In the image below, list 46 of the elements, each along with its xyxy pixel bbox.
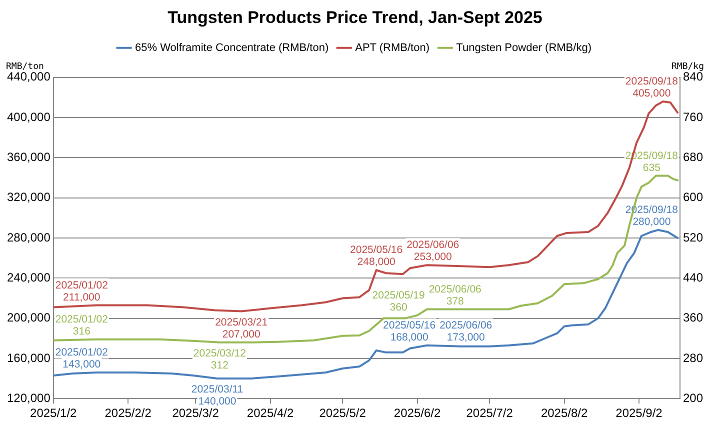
data-label: 2025/09/18 405,000 <box>625 75 678 100</box>
y2-tick-label: 440 <box>682 270 704 284</box>
x-tick-label: 2025/5/2 <box>319 406 366 420</box>
y2-tick-label: 760 <box>682 110 704 124</box>
y2-tick-label: 360 <box>682 310 704 325</box>
data-label: 2025/03/21 207,000 <box>215 316 268 340</box>
y2-tick-label: 600 <box>682 190 704 204</box>
x-tick-label: 2025/9/2 <box>616 406 663 420</box>
data-label: 2025/06/06 173,000 <box>440 319 492 344</box>
data-label: 2025/03/11 140,000 <box>191 384 244 408</box>
y-tick-label: 400,000 <box>6 110 51 124</box>
y2-tick-label: 280 <box>682 350 704 365</box>
data-label: 2025/05/19 360 <box>372 289 425 314</box>
y2-tick-label: 520 <box>682 230 704 244</box>
x-tick-label: 2025/4/2 <box>246 406 294 420</box>
y-tick-label: 160,000 <box>6 350 51 365</box>
y-tick-label: 120,000 <box>6 390 51 405</box>
y-tick-label: 360,000 <box>6 150 51 164</box>
x-tick-label: 2025/7/2 <box>466 406 514 420</box>
data-label: 2025/06/06 378 <box>428 283 482 308</box>
x-tick-label: 2025/8/2 <box>540 406 588 420</box>
data-label: 2025/05/16 168,000 <box>383 319 436 344</box>
y2-tick-label: 200 <box>682 390 704 405</box>
y2-axis-title: RMB/kg <box>671 62 704 72</box>
data-label: 2025/01/02 316 <box>55 313 108 338</box>
x-tick-label: 2025/3/2 <box>172 406 220 420</box>
x-tick-label: 2025/6/2 <box>394 406 441 420</box>
data-label: 2025/01/02 143,000 <box>55 346 108 371</box>
y-tick-label: 320,000 <box>6 190 51 204</box>
legend-label: Tungsten Powder (RMB/kg) <box>456 42 592 54</box>
x-tick-label: 2025/1/2 <box>30 406 78 420</box>
legend-label: APT (RMB/ton) <box>355 42 430 54</box>
data-label: 2025/05/16 248,000 <box>350 244 403 268</box>
chart-title: Tungsten Products Price Trend, Jan-Sept 2025 <box>168 8 542 27</box>
y-tick-label: 440,000 <box>6 70 51 84</box>
data-label: 2025/03/12 312 <box>193 347 246 372</box>
x-tick-label: 2025/2/2 <box>104 406 152 420</box>
y-tick-label: 200,000 <box>6 310 51 325</box>
y2-tick-label: 680 <box>682 150 704 164</box>
data-label: 2025/06/06 253,000 <box>406 239 460 264</box>
legend-label: 65% Wolframite Concentrate (RMB/ton) <box>135 42 329 54</box>
y-tick-label: 240,000 <box>6 270 51 284</box>
y2-tick-label: 840 <box>682 70 704 84</box>
y-tick-label: 280,000 <box>6 230 51 244</box>
data-label: 2025/01/02 211,000 <box>55 279 108 304</box>
y-axis-title: RMB/ton <box>6 62 44 72</box>
